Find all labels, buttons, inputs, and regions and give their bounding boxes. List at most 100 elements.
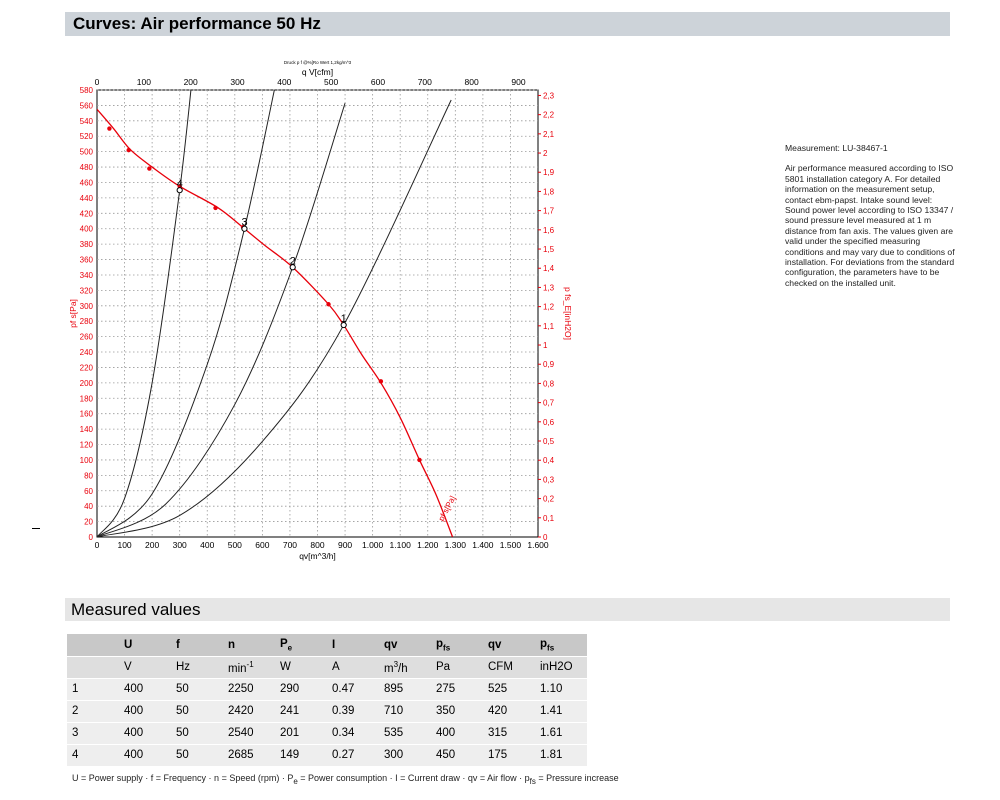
y-right-tick-label: 0,4 (543, 456, 555, 465)
table-cell: 350 (431, 700, 483, 723)
table-cell: 2250 (223, 678, 275, 701)
y-tick-label: 240 (80, 348, 94, 357)
x-tick-label: 1.300 (445, 540, 467, 550)
fan-curve-marker (326, 302, 331, 307)
y-tick-label: 180 (80, 394, 94, 403)
table-cell: 535 (379, 722, 431, 745)
x-tick-label: 1.600 (527, 540, 549, 550)
curves-header: Curves: Air performance 50 Hz (65, 12, 950, 36)
column-header: f (171, 634, 223, 657)
y-tick-label: 300 (80, 302, 94, 311)
table-cell: 400 (431, 722, 483, 745)
table-row: 2 400 50 2420 241 0.39 710 350 420 1.41 (67, 700, 587, 723)
table-cell: 400 (119, 722, 171, 745)
y-tick-label: 520 (80, 132, 94, 141)
x-tick-label: 300 (173, 540, 187, 550)
y-tick-label: 220 (80, 363, 94, 372)
unit-cell: A (327, 656, 379, 679)
table-cell: 0.27 (327, 744, 379, 767)
unit-cell: min-1 (223, 656, 275, 679)
x-tick-label: 900 (338, 540, 352, 550)
top-caption: Druck p f @%[Ro Wert 1,2kg/m^3 (284, 60, 352, 65)
x-top-tick-label: 800 (465, 77, 479, 87)
y-tick-label: 340 (80, 271, 94, 280)
x-tick-label: 600 (255, 540, 269, 550)
operating-point-1 (340, 321, 347, 329)
table-cell: 315 (483, 722, 535, 745)
fan-curve-marker (417, 457, 422, 463)
y-tick-label: 460 (80, 178, 94, 187)
table-cell: 2 (67, 700, 119, 723)
column-header: pfs (535, 634, 587, 657)
table-cell: 50 (171, 678, 223, 701)
column-header: I (327, 634, 379, 657)
y-right-tick-label: 0 (543, 533, 548, 542)
y-right-tick-label: 1,4 (543, 264, 555, 273)
operating-point-label: 3 (241, 217, 247, 229)
y-right-tick-label: 1,3 (543, 283, 555, 292)
unit-cell: Pa (431, 656, 483, 679)
table-cell: 1 (67, 678, 119, 701)
y-right-tick-label: 2,3 (543, 91, 555, 100)
table-cell: 0.34 (327, 722, 379, 745)
y-right-tick-label: 2,2 (543, 111, 555, 120)
x-top-tick-label: 400 (277, 77, 291, 87)
y-right-tick-label: 1,5 (543, 245, 555, 254)
unit-cell: Hz (171, 656, 223, 679)
y-right-tick-label: 2,1 (543, 130, 555, 139)
table-cell: 4 (67, 744, 119, 767)
table-cell: 2540 (223, 722, 275, 745)
table-cell: 241 (275, 700, 327, 723)
y-tick-label: 480 (80, 163, 94, 172)
y-tick-label: 260 (80, 333, 94, 342)
column-header: qv (483, 634, 535, 657)
x-tick-label: 1.500 (500, 540, 522, 550)
y-right-tick-label: 0,8 (543, 379, 555, 388)
y-tick-label: 320 (80, 286, 94, 295)
operating-point-2 (289, 264, 296, 271)
unit-cell: CFM (483, 656, 535, 679)
table-row: 3 400 50 2540 201 0.34 535 400 315 1.61 (67, 722, 587, 745)
column-header (67, 634, 119, 657)
column-header: qv (379, 634, 431, 657)
system-curve-2 (97, 102, 346, 537)
table-cell: 0.47 (327, 678, 379, 701)
table-cell: 400 (119, 700, 171, 723)
air-performance-chart: 0 100 200 300 400 500 600 700 800 900 1.000 1.100 1.… (68, 60, 573, 561)
y-right-tick-label: 0,7 (543, 399, 555, 408)
y-right-tick-label: 2 (543, 149, 548, 158)
y-tick-label: 500 (80, 148, 94, 157)
operating-point-label: 2 (290, 255, 296, 267)
system-curve-3 (97, 90, 275, 537)
fan-curve-marker (213, 205, 218, 211)
y-right-tick-label: 0,6 (543, 418, 555, 427)
x-tick-label: 1.400 (472, 540, 494, 550)
x-axis-label: qv[m^3/h] (299, 551, 336, 561)
y-right-tick-label: 1,7 (543, 207, 555, 216)
x-tick-label: 800 (310, 540, 324, 550)
unit-cell: W (275, 656, 327, 679)
y-tick-label: 560 (80, 101, 94, 110)
y-tick-label: 140 (80, 425, 94, 434)
unit-cell: V (119, 656, 171, 679)
measurement-id: Measurement: LU-38467-1 (785, 143, 888, 153)
table-cell: 50 (171, 744, 223, 767)
y-right-tick-label: 1,1 (543, 322, 555, 331)
table-row: 1 400 50 2250 290 0.47 895 275 525 1.10 (67, 678, 587, 701)
operating-point-4 (176, 187, 183, 194)
column-header: pfs (431, 634, 483, 657)
table-cell: 710 (379, 700, 431, 723)
column-header: Pe (275, 634, 327, 657)
y-right-axis-label: p fs_E[inH2O] (563, 287, 573, 340)
measured-values-header: Measured values (65, 598, 950, 621)
table-cell: 1.61 (535, 722, 587, 745)
x-top-tick-label: 100 (137, 77, 151, 87)
table-cell: 50 (171, 700, 223, 723)
operating-point-label: 4 (177, 178, 183, 190)
x-top-tick-label: 500 (324, 77, 338, 87)
table-cell: 300 (379, 744, 431, 767)
table-cell: 3 (67, 722, 119, 745)
x-top-tick-label: 600 (371, 77, 385, 87)
y-tick-label: 200 (80, 379, 94, 388)
